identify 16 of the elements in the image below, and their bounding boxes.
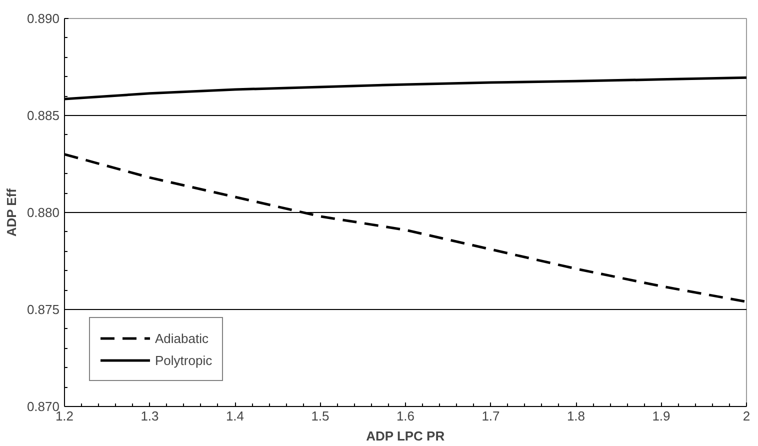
x-axis-title: ADP LPC PR bbox=[366, 428, 446, 444]
x-tick-label: 1.7 bbox=[482, 408, 500, 424]
legend-label: Polytropic bbox=[155, 352, 212, 368]
x-tick-label: 1.9 bbox=[652, 408, 670, 424]
x-tick-label: 1.3 bbox=[140, 408, 159, 424]
legend-label: Adiabatic bbox=[155, 330, 208, 346]
x-tick-label: 2 bbox=[742, 408, 750, 424]
y-tick-label: 0.875 bbox=[26, 302, 60, 317]
y-axis-title: ADP Eff bbox=[4, 188, 19, 237]
y-tick-label: 0.890 bbox=[26, 11, 60, 26]
x-tick-label: 1.5 bbox=[311, 408, 330, 424]
x-tick-label: 1.8 bbox=[566, 408, 586, 424]
x-tick-label: 1.4 bbox=[226, 408, 244, 424]
y-tick-label: 0.880 bbox=[26, 205, 60, 220]
y-tick-label: 0.885 bbox=[26, 108, 60, 123]
x-tick-label: 1.6 bbox=[396, 408, 415, 424]
